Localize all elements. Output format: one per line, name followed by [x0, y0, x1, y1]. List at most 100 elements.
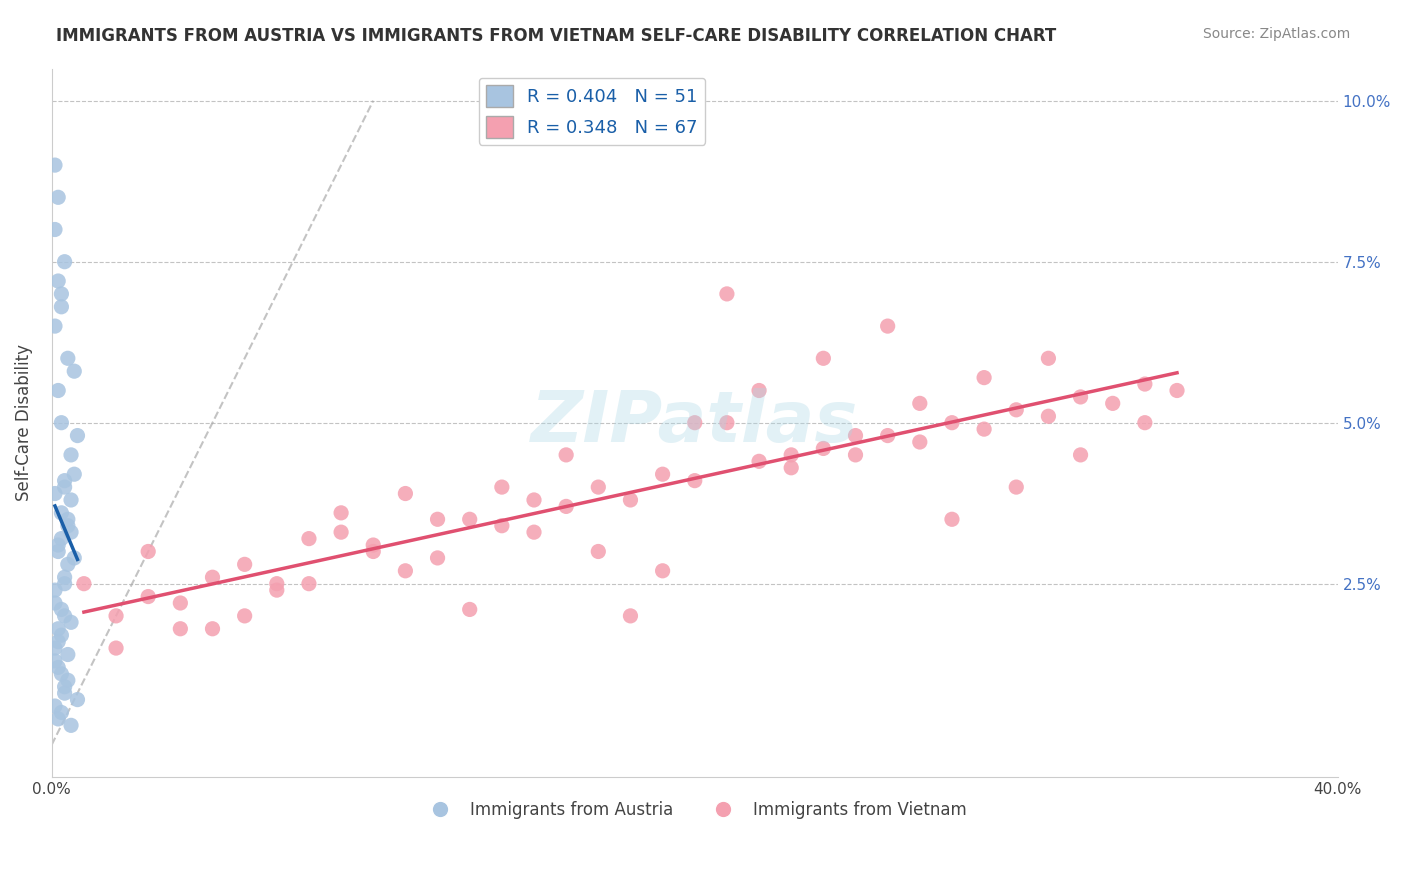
- Point: [44, 583, 66, 598]
- Point: [44, 319, 66, 334]
- Point: [46, 190, 69, 204]
- Point: [44, 158, 66, 172]
- Point: [51, 602, 73, 616]
- Point: [876, 319, 898, 334]
- Point: [53, 686, 76, 700]
- Point: [813, 351, 835, 366]
- Point: [973, 422, 995, 436]
- Point: [233, 608, 256, 623]
- Point: [361, 538, 384, 552]
- Point: [44, 486, 66, 500]
- Point: [941, 512, 963, 526]
- Point: [51, 706, 73, 720]
- Text: Source: ZipAtlas.com: Source: ZipAtlas.com: [1202, 27, 1350, 41]
- Point: [51, 506, 73, 520]
- Point: [876, 428, 898, 442]
- Point: [51, 628, 73, 642]
- Point: [844, 448, 866, 462]
- Point: [523, 493, 546, 508]
- Point: [44, 699, 66, 714]
- Point: [53, 576, 76, 591]
- Point: [298, 576, 321, 591]
- Point: [169, 596, 191, 610]
- Point: [426, 512, 449, 526]
- Point: [813, 442, 835, 456]
- Point: [63, 550, 86, 565]
- Point: [105, 641, 128, 656]
- Point: [51, 416, 73, 430]
- Point: [651, 467, 673, 482]
- Point: [748, 454, 770, 468]
- Point: [46, 538, 69, 552]
- Point: [555, 448, 578, 462]
- Point: [588, 480, 610, 494]
- Point: [426, 550, 449, 565]
- Point: [53, 570, 76, 584]
- Point: [1070, 448, 1092, 462]
- Point: [394, 564, 416, 578]
- Point: [716, 286, 738, 301]
- Point: [44, 222, 66, 236]
- Point: [458, 512, 481, 526]
- Point: [908, 435, 931, 450]
- Point: [46, 544, 69, 558]
- Point: [1101, 396, 1123, 410]
- Point: [908, 396, 931, 410]
- Point: [136, 590, 159, 604]
- Point: [56, 512, 79, 526]
- Point: [63, 467, 86, 482]
- Point: [169, 622, 191, 636]
- Point: [56, 673, 79, 688]
- Point: [941, 416, 963, 430]
- Point: [44, 641, 66, 656]
- Point: [780, 448, 803, 462]
- Point: [298, 532, 321, 546]
- Legend: Immigrants from Austria, Immigrants from Vietnam: Immigrants from Austria, Immigrants from…: [416, 794, 973, 825]
- Point: [60, 718, 83, 732]
- Point: [619, 493, 641, 508]
- Point: [60, 493, 83, 508]
- Point: [56, 648, 79, 662]
- Text: IMMIGRANTS FROM AUSTRIA VS IMMIGRANTS FROM VIETNAM SELF-CARE DISABILITY CORRELAT: IMMIGRANTS FROM AUSTRIA VS IMMIGRANTS FR…: [56, 27, 1056, 45]
- Point: [201, 622, 224, 636]
- Point: [46, 622, 69, 636]
- Point: [46, 384, 69, 398]
- Point: [266, 576, 288, 591]
- Text: ZIPatlas: ZIPatlas: [531, 388, 859, 458]
- Point: [266, 583, 288, 598]
- Point: [683, 474, 706, 488]
- Point: [73, 576, 96, 591]
- Point: [491, 518, 513, 533]
- Point: [46, 274, 69, 288]
- Point: [1038, 409, 1060, 424]
- Point: [523, 525, 546, 540]
- Point: [51, 300, 73, 314]
- Point: [66, 692, 89, 706]
- Point: [63, 364, 86, 378]
- Point: [56, 351, 79, 366]
- Point: [53, 254, 76, 268]
- Point: [1005, 402, 1028, 417]
- Point: [973, 370, 995, 384]
- Point: [66, 428, 89, 442]
- Point: [60, 615, 83, 630]
- Point: [1038, 351, 1060, 366]
- Point: [60, 525, 83, 540]
- Point: [361, 544, 384, 558]
- Point: [1133, 416, 1156, 430]
- Point: [588, 544, 610, 558]
- Point: [105, 608, 128, 623]
- Point: [330, 525, 353, 540]
- Point: [44, 596, 66, 610]
- Point: [53, 680, 76, 694]
- Point: [330, 506, 353, 520]
- Point: [53, 480, 76, 494]
- Point: [491, 480, 513, 494]
- Point: [1005, 480, 1028, 494]
- Point: [555, 500, 578, 514]
- Point: [844, 428, 866, 442]
- Point: [46, 712, 69, 726]
- Point: [136, 544, 159, 558]
- Point: [51, 666, 73, 681]
- Point: [44, 654, 66, 668]
